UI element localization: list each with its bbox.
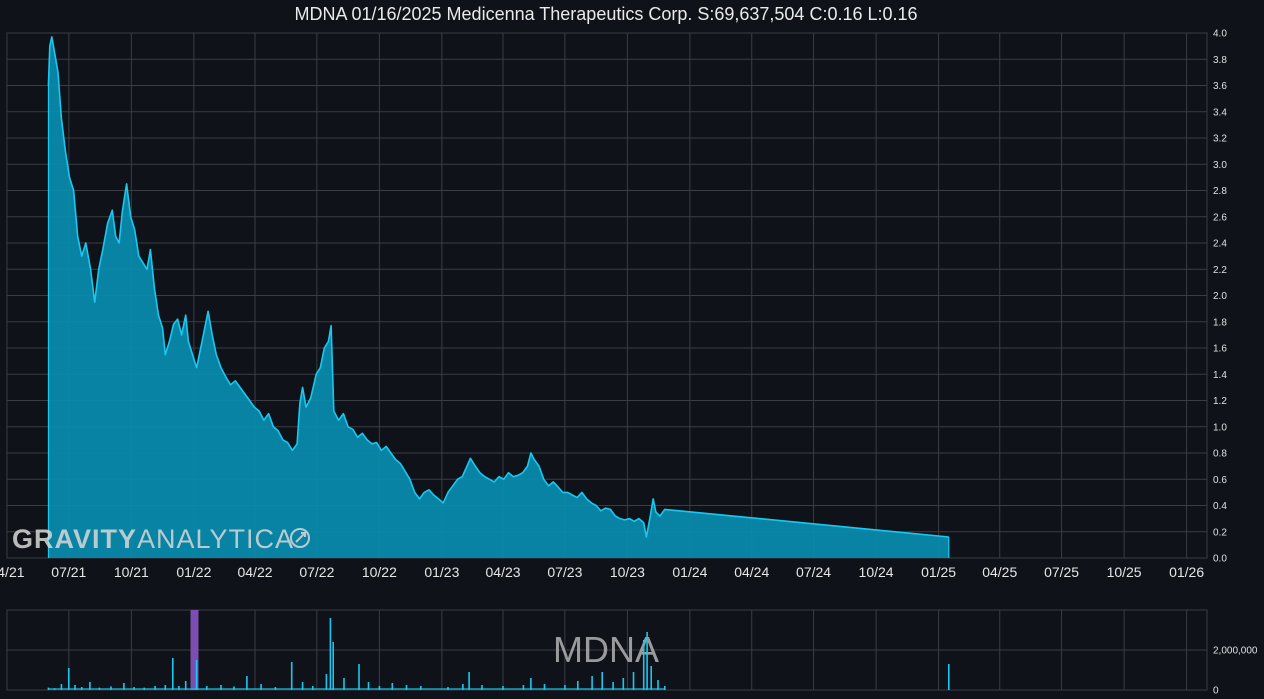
price-x-tick-label: 01/22 <box>176 564 211 580</box>
price-y-tick-label: 2.6 <box>1213 212 1227 223</box>
volume-bar <box>632 672 635 690</box>
price-y-tick-label: 1.6 <box>1213 344 1227 355</box>
price-x-tick-label: 10/25 <box>1107 564 1142 580</box>
price-x-tick-label: 07/24 <box>796 564 831 580</box>
rocket-ring <box>290 528 310 548</box>
volume-bar <box>564 685 566 690</box>
price-x-tick-label: 04/24 <box>734 564 769 580</box>
volume-bar <box>367 682 370 690</box>
price-x-tick-label: 01/26 <box>1169 564 1204 580</box>
volume-bar <box>481 685 483 690</box>
volume-bar <box>650 666 652 690</box>
price-x-tick-label: 04/23 <box>486 564 521 580</box>
volume-ticker-label: MDNA <box>553 629 659 670</box>
volume-bar <box>195 660 198 690</box>
price-y-tick-label: 2.2 <box>1213 265 1227 276</box>
volume-bar <box>246 676 248 690</box>
volume-bar <box>948 664 950 690</box>
volume-bar <box>577 681 579 690</box>
price-y-tick-label: 0.0 <box>1213 554 1227 565</box>
volume-bar <box>646 632 648 690</box>
volume-bar <box>290 662 293 690</box>
volume-bar <box>468 672 470 690</box>
price-x-tick-label: 01/23 <box>424 564 459 580</box>
volume-bar <box>89 682 91 690</box>
price-y-tick-label: 0.4 <box>1213 501 1227 512</box>
volume-bar <box>329 618 332 690</box>
volume-bar <box>657 680 659 690</box>
volume-y-tick-label: 2,000,000 <box>1213 646 1258 657</box>
volume-bar <box>301 682 304 690</box>
price-x-tick-label: 04/22 <box>237 564 272 580</box>
price-x-tick-label: 01/24 <box>672 564 707 580</box>
price-x-tick-label: 07/21 <box>51 564 86 580</box>
price-x-tick-label: 10/23 <box>610 564 645 580</box>
price-x-tick-label: 07/23 <box>547 564 582 580</box>
volume-bar <box>325 674 328 690</box>
price-y-tick-label: 2.4 <box>1213 239 1227 250</box>
price-x-tick-label: 07/25 <box>1044 564 1079 580</box>
volume-bar <box>74 685 76 690</box>
volume-bar <box>123 683 125 690</box>
price-y-tick-label: 3.4 <box>1213 107 1227 118</box>
rocket-icon <box>290 528 310 548</box>
volume-y-tick-label: 0 <box>1213 686 1219 697</box>
volume-bar <box>172 658 174 690</box>
watermark-bold: GRAVITY <box>12 524 137 554</box>
volume-bar <box>612 682 614 690</box>
volume-bar <box>260 684 262 690</box>
volume-bar <box>530 678 532 690</box>
volume-bar <box>332 642 334 690</box>
watermark-logo: GRAVITYANALYTICA <box>12 524 294 554</box>
price-y-tick-label: 3.8 <box>1213 55 1227 66</box>
volume-bar <box>405 685 408 690</box>
price-y-tick-label: 3.6 <box>1213 81 1227 92</box>
price-line <box>47 36 949 538</box>
volume-bar <box>60 684 63 690</box>
volume-bar <box>184 681 187 690</box>
volume-bar <box>220 685 222 690</box>
price-y-tick-label: 0.6 <box>1213 475 1227 486</box>
price-y-tick-label: 0.8 <box>1213 449 1227 460</box>
price-x-tick-label: 07/22 <box>299 564 334 580</box>
price-x-tick-label: 10/21 <box>114 564 149 580</box>
chart-title: MDNA 01/16/2025 Medicenna Therapeutics C… <box>294 4 918 24</box>
rocket-body <box>295 532 306 543</box>
volume-bar <box>591 676 593 690</box>
price-y-tick-label: 3.2 <box>1213 134 1227 145</box>
volume-bar <box>47 687 50 690</box>
volume-bar <box>462 684 464 690</box>
volume-bar <box>190 610 199 690</box>
price-y-tick-label: 1.4 <box>1213 370 1227 381</box>
price-y-tick-label: 2.8 <box>1213 186 1227 197</box>
price-y-tick-label: 3.0 <box>1213 160 1227 171</box>
volume-bar <box>642 640 645 690</box>
volume-bar <box>664 686 666 690</box>
volume-bar <box>164 685 167 690</box>
volume-bar <box>391 683 394 690</box>
watermark-light: ANALYTICA <box>137 524 294 554</box>
price-y-tick-label: 1.0 <box>1213 422 1227 433</box>
volume-bar <box>601 672 603 690</box>
volume-baseline <box>48 688 665 690</box>
price-x-tick-label: 10/22 <box>362 564 397 580</box>
volume-bar <box>543 684 546 690</box>
price-y-tick-label: 4.0 <box>1213 29 1227 40</box>
price-y-tick-label: 1.2 <box>1213 396 1227 407</box>
price-x-tick-label: 01/25 <box>921 564 956 580</box>
price-x-tick-label: 10/24 <box>859 564 894 580</box>
volume-bar <box>358 664 360 690</box>
price-x-tick-label: 04/25 <box>982 564 1017 580</box>
price-y-tick-label: 2.0 <box>1213 291 1227 302</box>
volume-bar <box>68 668 70 690</box>
volume-bar <box>622 678 625 690</box>
volume-bars <box>47 610 950 690</box>
volume-bar <box>522 685 525 690</box>
price-y-tick-label: 1.8 <box>1213 317 1227 328</box>
price-y-tick-label: 0.2 <box>1213 527 1227 538</box>
price-x-tick-label: 04/21 <box>0 564 25 580</box>
volume-bar <box>343 678 345 690</box>
